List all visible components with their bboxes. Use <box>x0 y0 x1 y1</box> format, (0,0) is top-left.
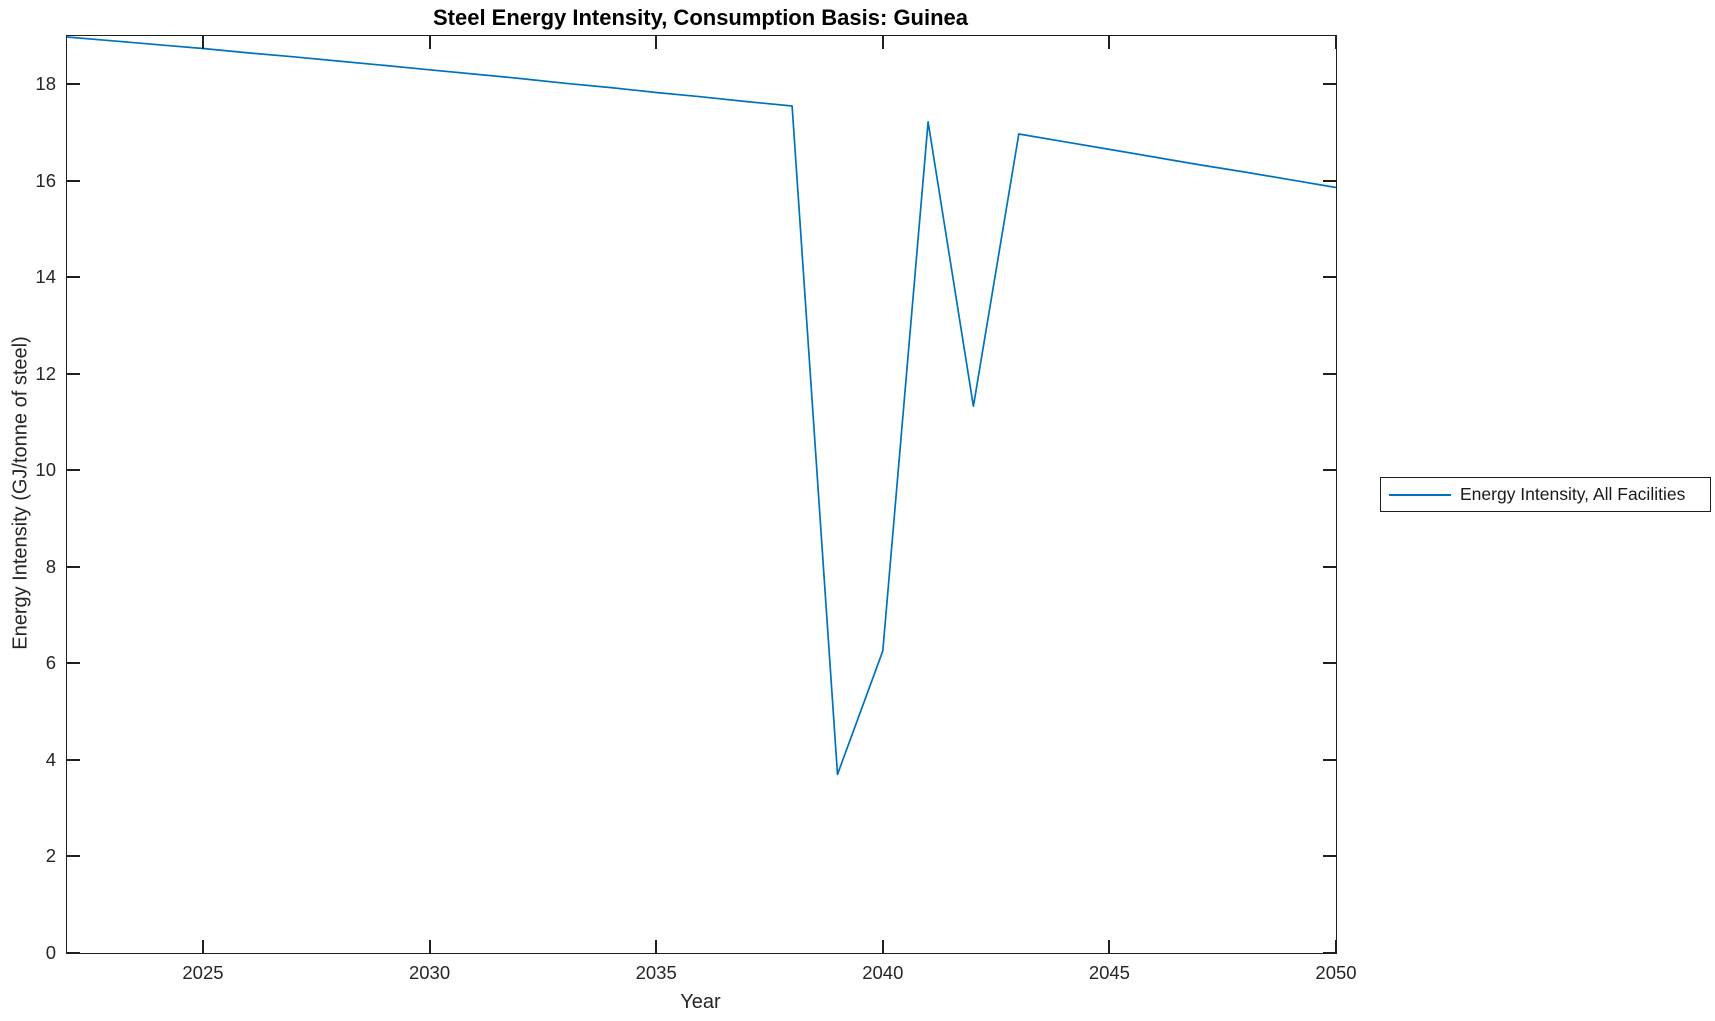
y-tick-mirror <box>1323 662 1336 665</box>
y-tick-mirror <box>1323 565 1336 568</box>
y-tick-label: 14 <box>35 266 56 288</box>
y-tick-mirror <box>1323 855 1336 858</box>
x-tick-mirror <box>428 36 431 49</box>
y-tick-label: 8 <box>45 555 56 577</box>
y-tick <box>67 179 80 182</box>
y-tick <box>67 662 80 665</box>
x-tick-label: 2050 <box>1315 962 1357 983</box>
y-tick <box>67 276 80 279</box>
x-tick-label: 2040 <box>862 962 904 983</box>
legend: Energy Intensity, All Facilities <box>1380 477 1711 512</box>
y-tick-mirror <box>1323 469 1336 472</box>
legend-label: Energy Intensity, All Facilities <box>1460 484 1686 504</box>
x-tick <box>1335 940 1337 953</box>
x-tick-mirror <box>201 36 204 49</box>
y-tick <box>67 83 80 86</box>
y-tick-label: 2 <box>45 845 56 867</box>
y-tick-label: 12 <box>35 362 56 384</box>
x-tick-label: 2035 <box>635 962 677 983</box>
x-tick <box>1108 940 1111 953</box>
x-tick-mirror <box>1335 36 1337 49</box>
y-tick-label: 0 <box>45 942 56 963</box>
x-tick-mirror <box>655 36 658 49</box>
y-tick-label: 10 <box>35 459 56 481</box>
x-tick-mirror <box>881 36 884 49</box>
series-line <box>66 36 1337 776</box>
y-tick-label: 6 <box>45 652 56 674</box>
y-tick <box>67 855 80 858</box>
x-axis-label: Year <box>680 991 721 1013</box>
x-tick <box>428 940 431 953</box>
y-tick <box>67 372 80 375</box>
y-tick-mirror <box>1323 83 1336 86</box>
x-tick <box>881 940 884 953</box>
x-tick-label: 2025 <box>182 962 224 983</box>
y-axis-label: Energy Intensity (GJ/tonne of steel) <box>9 336 32 650</box>
x-tick-label: 2030 <box>408 962 451 983</box>
y-tick-label: 16 <box>35 169 56 191</box>
y-tick-mirror <box>1323 372 1336 375</box>
y-tick <box>67 952 80 954</box>
x-tick <box>655 940 658 953</box>
y-tick <box>67 565 80 568</box>
chart-title: Steel Energy Intensity, Consumption Basi… <box>432 5 969 30</box>
y-tick-mirror <box>1323 758 1336 761</box>
x-tick <box>201 940 204 953</box>
y-tick <box>67 758 80 761</box>
series-plot-svg <box>66 36 1337 776</box>
x-tick-mirror <box>1108 36 1111 49</box>
y-tick-mirror <box>1323 179 1336 182</box>
legend-line-sample <box>1389 493 1451 496</box>
plot-area: 2025 2030 2035 2040 2045 2050 0 2 4 6 8 10 12 14 16 18 <box>35 35 1357 983</box>
x-tick-label: 2045 <box>1088 962 1130 983</box>
y-tick-label: 18 <box>35 73 56 95</box>
y-tick-mirror <box>1323 952 1336 954</box>
y-tick-label: 4 <box>45 748 56 770</box>
y-tick <box>67 469 80 472</box>
y-tick-mirror <box>1323 276 1336 279</box>
